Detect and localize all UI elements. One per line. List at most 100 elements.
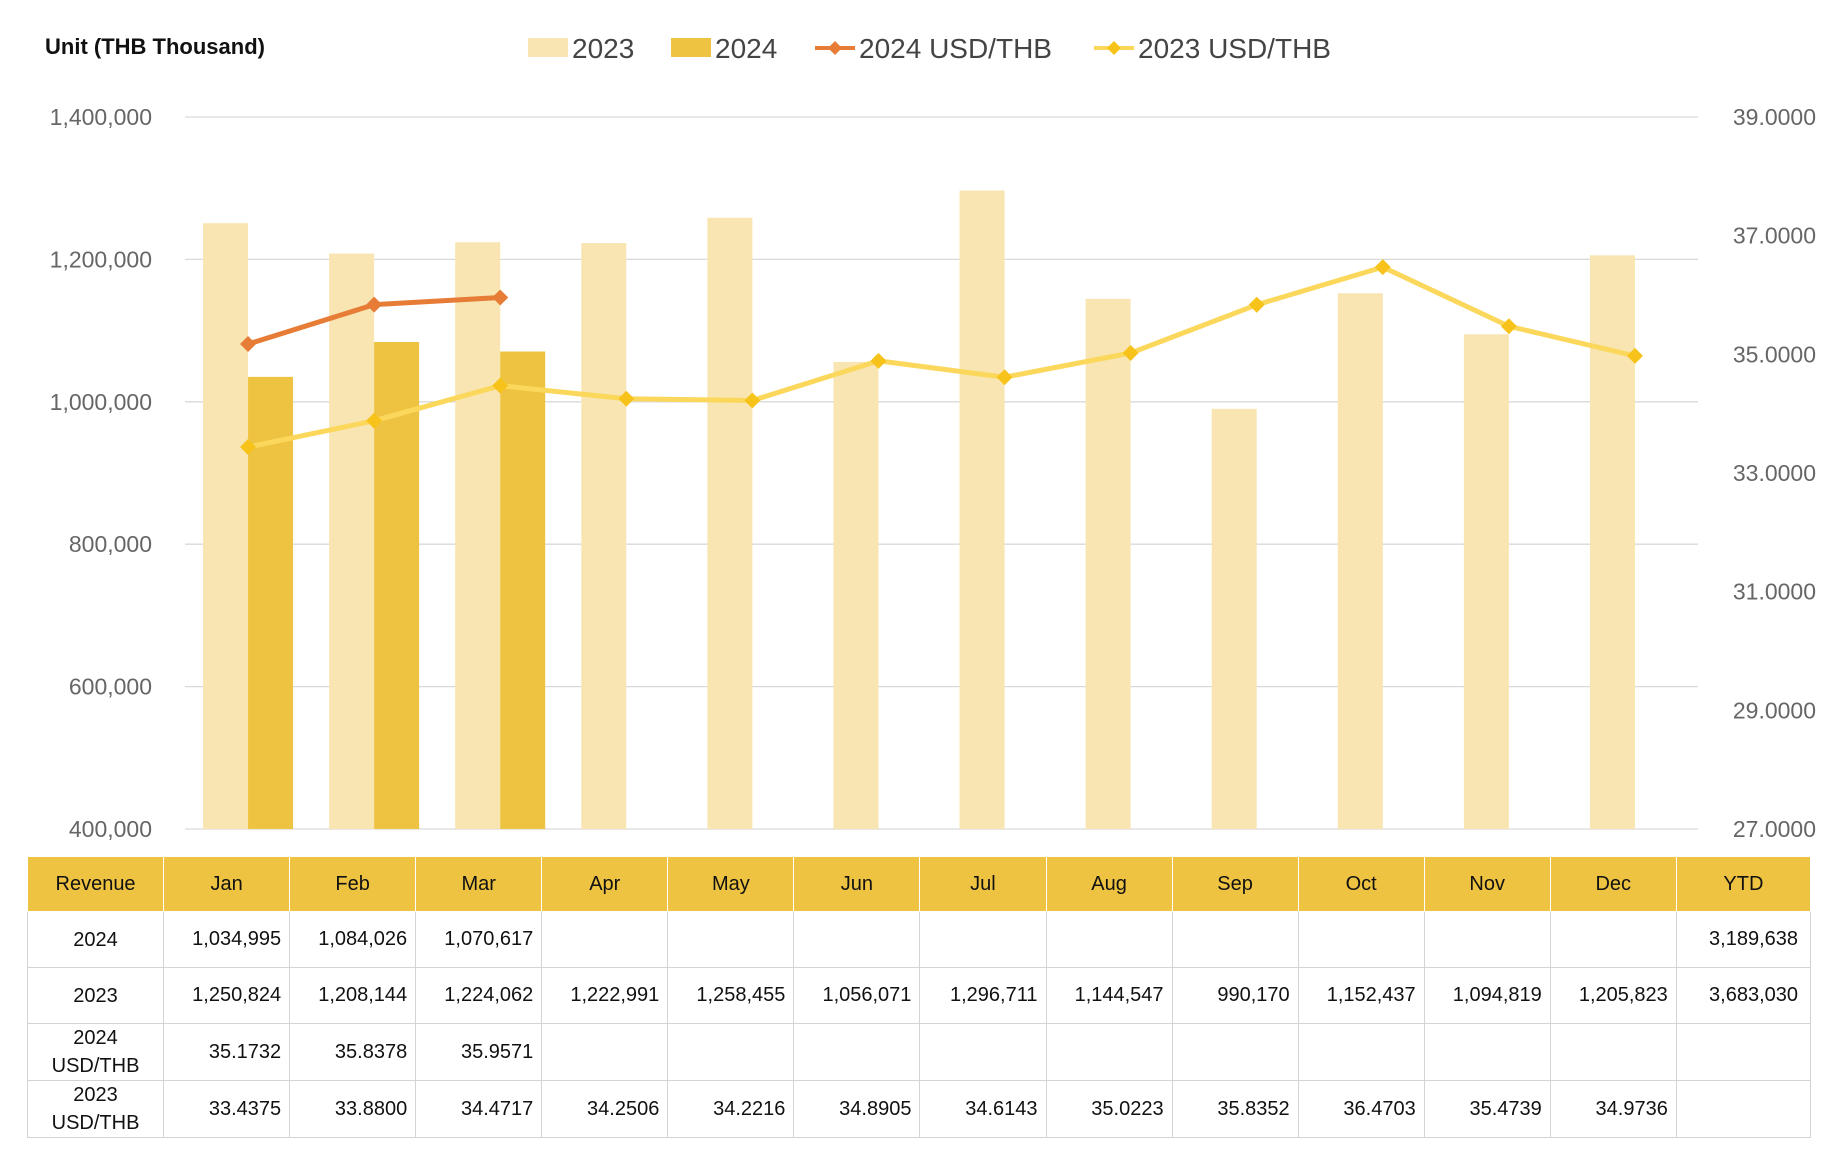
- table-cell: [1045, 911, 1173, 968]
- row-label: 2023: [26, 967, 165, 1024]
- usdthb-2023-line: [247, 264, 1636, 450]
- bar-2024: [374, 341, 420, 829]
- table-cell: 34.4717: [415, 1080, 543, 1138]
- revenue-table: Revenue Jan Feb Mar Apr May Jun Jul Aug Sep Oct Nov…: [26, 856, 1812, 1138]
- right-axis-ticks: 27.0000 29.0000 31.0000 33.0000 35.0000 37.00…: [1733, 104, 1816, 842]
- ytd-cell: 3,189,638: [1675, 911, 1812, 968]
- table-header-nov: Nov: [1423, 856, 1551, 912]
- table-cell: [1423, 911, 1551, 968]
- table-cell: 1,144,547: [1045, 967, 1173, 1024]
- right-tick-label: 39.0000: [1733, 104, 1816, 130]
- table-cell: 1,070,617: [415, 911, 543, 968]
- table-header-apr: Apr: [541, 856, 669, 912]
- usdthb-2023-marker: [1626, 347, 1643, 364]
- unit-label: Unit (THB Thousand): [45, 34, 265, 59]
- left-tick-label: 1,400,000: [50, 104, 152, 130]
- table-row: 2023 1,250,824 1,208,144 1,224,062 1,222,991…: [26, 967, 1812, 1024]
- table-cell: 35.9571: [415, 1023, 543, 1081]
- legend: 2023 2024 2024 USD/THB 2023 USD/THB: [528, 33, 1331, 64]
- table-cell: [1423, 1023, 1551, 1081]
- bar-2023: [329, 253, 375, 830]
- table-cell: 1,208,144: [289, 967, 417, 1024]
- bar-2023: [1463, 334, 1509, 829]
- table-header-jan: Jan: [163, 856, 291, 912]
- table-header-jul: Jul: [919, 856, 1047, 912]
- legend-marker-2024-usdthb: [828, 41, 842, 55]
- usdthb-2023-marker: [1248, 296, 1265, 313]
- bar-2024: [248, 376, 294, 829]
- usdthb-2024-marker: [492, 289, 509, 306]
- bar-2023: [455, 242, 501, 830]
- table-header-feb: Feb: [289, 856, 417, 912]
- table-cell: 1,152,437: [1297, 967, 1425, 1024]
- table-cell: 35.8378: [289, 1023, 417, 1081]
- left-tick-label: 1,000,000: [50, 389, 152, 415]
- row-label: 2024 USD/THB: [26, 1023, 165, 1081]
- table-cell: 33.8800: [289, 1080, 417, 1138]
- usdthb-2023-marker: [1122, 345, 1139, 362]
- table-cell: [919, 911, 1047, 968]
- table-cell: 35.8352: [1171, 1080, 1299, 1138]
- table-row: 2024 USD/THB 35.1732 35.8378 35.9571: [26, 1023, 1812, 1081]
- table-cell: 990,170: [1171, 967, 1299, 1024]
- table-cell: [1171, 911, 1299, 968]
- table-cell: [1171, 1023, 1299, 1081]
- table-cell: [919, 1023, 1047, 1081]
- left-axis-ticks: 400,000 600,000 800,000 1,000,000 1,200,000 1…: [50, 104, 152, 842]
- usdthb-2023-marker: [240, 439, 257, 456]
- table-header-mar: Mar: [415, 856, 543, 912]
- usdthb-2024-marker: [366, 296, 383, 313]
- bar-2023: [959, 190, 1005, 830]
- table-header-may: May: [667, 856, 795, 912]
- ytd-cell: [1675, 1080, 1812, 1138]
- usdthb-2023-marker: [1374, 259, 1391, 276]
- table-cell: [1045, 1023, 1173, 1081]
- usdthb-2024-marker: [240, 336, 257, 353]
- table-header-sep: Sep: [1171, 856, 1299, 912]
- table-cell: 1,258,455: [667, 967, 795, 1024]
- table-cell: 1,224,062: [415, 967, 543, 1024]
- table-cell: 36.4703: [1297, 1080, 1425, 1138]
- table-cell: 1,034,995: [163, 911, 291, 968]
- usdthb-2023-marker: [618, 390, 635, 407]
- table-cell: [667, 1023, 795, 1081]
- table-cell: [793, 911, 921, 968]
- usdthb-2023-marker: [492, 377, 509, 394]
- left-tick-label: 1,200,000: [50, 246, 152, 272]
- right-tick-label: 37.0000: [1733, 223, 1816, 249]
- legend-marker-2023-usdthb: [1107, 41, 1121, 55]
- bar-2023: [1085, 298, 1131, 829]
- table-cell: [667, 911, 795, 968]
- bar-2023: [581, 243, 627, 830]
- bar-2023: [833, 361, 879, 829]
- right-tick-label: 35.0000: [1733, 341, 1816, 367]
- bar-2024: [500, 351, 546, 829]
- legend-swatch-2023: [528, 38, 568, 57]
- bars: [203, 190, 1635, 830]
- left-tick-label: 400,000: [69, 816, 152, 842]
- legend-label-2023: 2023: [572, 33, 634, 64]
- table-cell: [1549, 1023, 1677, 1081]
- bar-2023: [203, 223, 249, 829]
- table-cell: 1,056,071: [793, 967, 921, 1024]
- table-cell: 33.4375: [163, 1080, 291, 1138]
- table-header-aug: Aug: [1045, 856, 1173, 912]
- table-header-dec: Dec: [1549, 856, 1677, 912]
- row-label: 2024: [26, 911, 165, 968]
- row-label-line: 2024: [73, 1027, 118, 1049]
- table-cell: 1,250,824: [163, 967, 291, 1024]
- table-header-oct: Oct: [1297, 856, 1425, 912]
- right-tick-label: 31.0000: [1733, 579, 1816, 605]
- table-header-jun: Jun: [793, 856, 921, 912]
- bar-2023: [1589, 255, 1635, 829]
- usdthb-2023-marker: [744, 392, 761, 409]
- legend-label-2024-usdthb: 2024 USD/THB: [859, 33, 1052, 64]
- left-tick-label: 800,000: [69, 531, 152, 557]
- table-cell: [1297, 1023, 1425, 1081]
- legend-label-2024: 2024: [715, 33, 777, 64]
- table-row: 2024 1,034,995 1,084,026 1,070,617 3,189,638: [26, 911, 1812, 968]
- table-cell: [541, 911, 669, 968]
- usdthb-2023-marker: [996, 369, 1013, 386]
- table-cell: [793, 1023, 921, 1081]
- bar-2023: [1211, 408, 1257, 829]
